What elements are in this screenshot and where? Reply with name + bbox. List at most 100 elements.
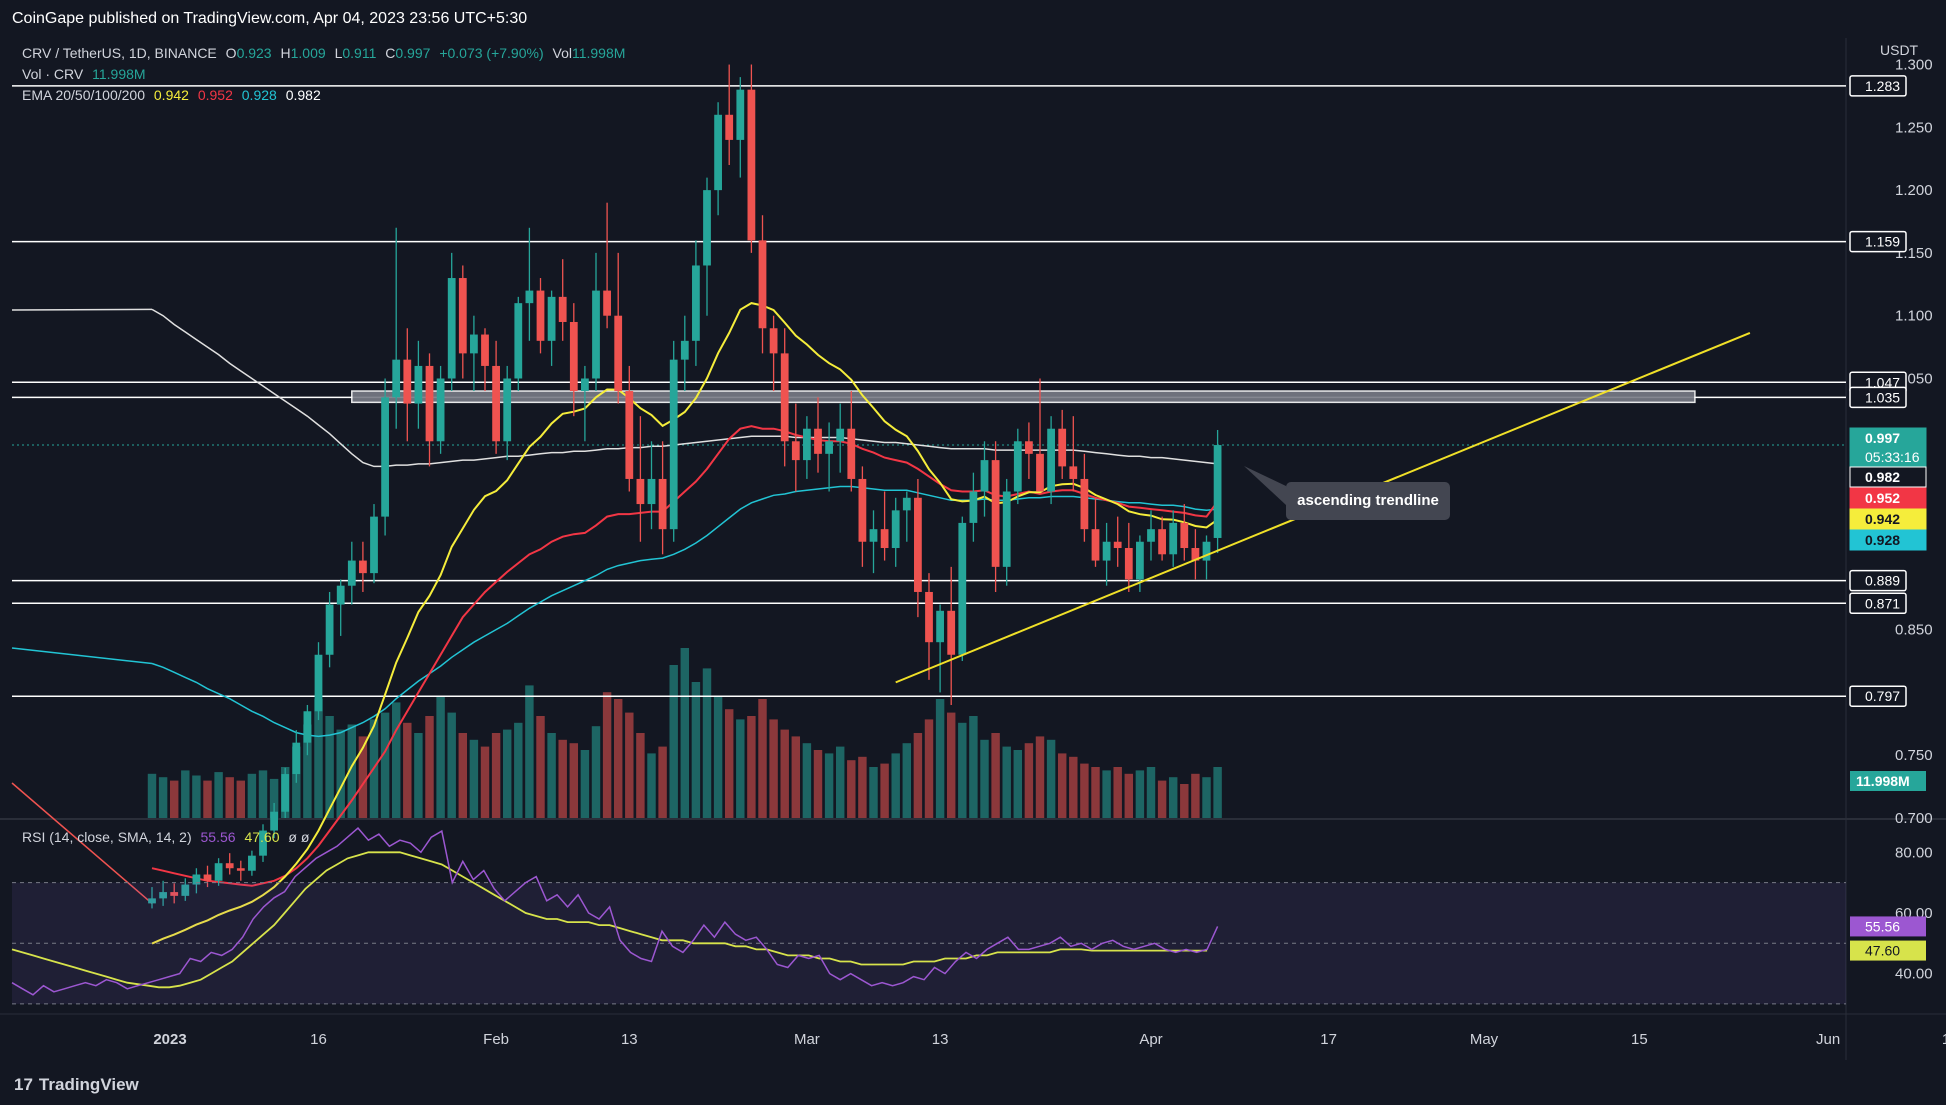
symbol-title[interactable]: CRV / TetherUS, 1D, BINANCE bbox=[22, 45, 217, 61]
ema100-line bbox=[151, 485, 1218, 738]
candle-body bbox=[181, 884, 190, 896]
callout-pointer bbox=[1244, 466, 1286, 505]
candle-body bbox=[447, 278, 456, 379]
volume-bar bbox=[558, 739, 567, 818]
ema-legend-label[interactable]: EMA 20/50/100/200 bbox=[22, 87, 145, 103]
candle bbox=[447, 252, 456, 392]
candle-body bbox=[614, 315, 623, 392]
candle bbox=[692, 240, 700, 366]
volume-legend-label[interactable]: Vol · CRV bbox=[22, 66, 84, 82]
candle-body bbox=[214, 863, 223, 881]
volume-bar bbox=[247, 773, 257, 818]
candle-body bbox=[680, 340, 689, 360]
candle-body bbox=[325, 604, 334, 655]
rsi-badge-label: 55.56 bbox=[1865, 918, 1900, 934]
volume-bar bbox=[436, 695, 445, 818]
volume-bar bbox=[791, 736, 801, 818]
candle-body bbox=[370, 516, 378, 574]
volume-bar bbox=[702, 668, 712, 818]
time-tick-label: 16 bbox=[310, 1031, 327, 1048]
candle-body bbox=[558, 296, 567, 322]
tradingview-logo[interactable]: 17 TradingView bbox=[14, 1075, 139, 1095]
rsi-badge bbox=[1850, 940, 1926, 961]
candle-body bbox=[159, 892, 167, 899]
candle bbox=[248, 850, 256, 876]
ema-legend: EMA 20/50/100/200 0.942 0.952 0.928 0.98… bbox=[22, 87, 326, 103]
candle bbox=[1158, 516, 1166, 561]
candle-body bbox=[880, 529, 889, 549]
level-badge-label: 1.035 bbox=[1865, 389, 1900, 405]
ema50-line bbox=[151, 425, 1219, 887]
candle-body bbox=[514, 303, 523, 379]
price-tick-label: 1.300 bbox=[1895, 57, 1933, 74]
volume-bar bbox=[935, 699, 945, 818]
candle-body bbox=[303, 711, 312, 743]
volume-bar bbox=[414, 733, 423, 818]
change-value: +0.073 (+7.90%) bbox=[439, 45, 544, 61]
candle bbox=[780, 328, 789, 467]
candle bbox=[303, 704, 312, 756]
candle-body bbox=[281, 774, 290, 812]
rsi-line bbox=[11, 827, 1219, 996]
candle bbox=[858, 466, 867, 567]
level-badge bbox=[1849, 230, 1907, 253]
trendline-callout[interactable]: ascending trendline bbox=[1286, 482, 1450, 520]
volume-bar bbox=[924, 719, 934, 818]
rsi-legend-label[interactable]: RSI (14, close, SMA, 14, 2) bbox=[22, 829, 192, 845]
volume-bar bbox=[1157, 780, 1167, 818]
high-value: 1.009 bbox=[290, 45, 326, 61]
volume-bar bbox=[336, 729, 345, 818]
candle-body bbox=[692, 265, 700, 341]
candle-body bbox=[780, 353, 789, 442]
level-badge bbox=[1849, 592, 1907, 615]
volume-bar bbox=[181, 770, 190, 818]
candle bbox=[969, 472, 978, 542]
volume-bar bbox=[658, 746, 667, 818]
candle-body bbox=[814, 428, 822, 454]
volume-bar bbox=[1168, 777, 1178, 818]
volume-bar bbox=[380, 712, 390, 818]
volume-bar bbox=[713, 695, 723, 818]
ema200-value: 0.982 bbox=[285, 87, 321, 103]
candle-body bbox=[836, 428, 845, 442]
price-tick-label: 1.250 bbox=[1895, 119, 1933, 136]
candle-body bbox=[736, 89, 745, 140]
candle-body bbox=[1102, 541, 1111, 561]
candle-body bbox=[714, 114, 722, 191]
candle-body bbox=[425, 365, 434, 442]
volume-bar bbox=[958, 722, 967, 818]
volume-bar bbox=[491, 733, 501, 818]
volume-bar bbox=[169, 780, 179, 818]
time-tick-label: 12 bbox=[1942, 1031, 1946, 1048]
volume-bar bbox=[347, 724, 357, 818]
candle-body bbox=[1047, 428, 1055, 492]
candle bbox=[414, 340, 423, 429]
volume-bar bbox=[536, 716, 545, 818]
candle-body bbox=[747, 89, 756, 241]
level-badge-label: 0.797 bbox=[1865, 688, 1900, 704]
level-badge bbox=[1849, 569, 1907, 592]
candle bbox=[259, 824, 267, 862]
candle bbox=[869, 510, 878, 574]
candle-body bbox=[259, 830, 267, 856]
price-tick-label: 0.850 bbox=[1895, 622, 1933, 639]
time-tick-label: Apr bbox=[1139, 1031, 1162, 1048]
volume-bar bbox=[225, 777, 234, 818]
price-badge-label: 0.942 bbox=[1865, 511, 1900, 527]
volume-bar bbox=[1135, 770, 1145, 818]
rsi-tick-label: 80.00 bbox=[1895, 844, 1933, 861]
price-badge-label: 0.982 bbox=[1865, 469, 1900, 485]
candle bbox=[1091, 497, 1100, 567]
price-badge bbox=[1849, 508, 1927, 530]
candle bbox=[270, 802, 278, 839]
ema100-value: 0.928 bbox=[241, 87, 277, 103]
rsi-tick-label: 40.00 bbox=[1895, 966, 1933, 983]
time-tick-label: 17 bbox=[1320, 1031, 1337, 1048]
candle bbox=[492, 340, 500, 454]
candle-body bbox=[314, 654, 323, 712]
candle-body bbox=[658, 478, 667, 530]
candle-body bbox=[481, 334, 489, 366]
volume-bar bbox=[835, 746, 845, 818]
ema200-line-left bbox=[11, 308, 153, 311]
